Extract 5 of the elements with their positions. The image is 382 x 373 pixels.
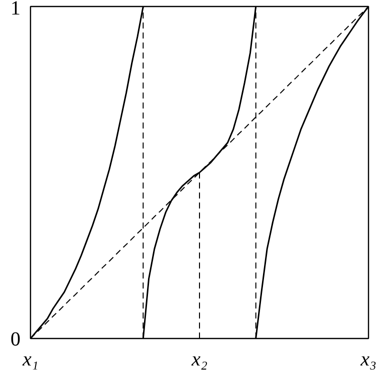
x-tick-label: x₃ (360, 348, 376, 370)
x-tick-label: x₂ (190, 348, 208, 370)
y-tick-label: 1 (10, 0, 20, 20)
x-tick-label: x₁ (22, 348, 38, 370)
y-tick-label: 0 (10, 328, 20, 350)
